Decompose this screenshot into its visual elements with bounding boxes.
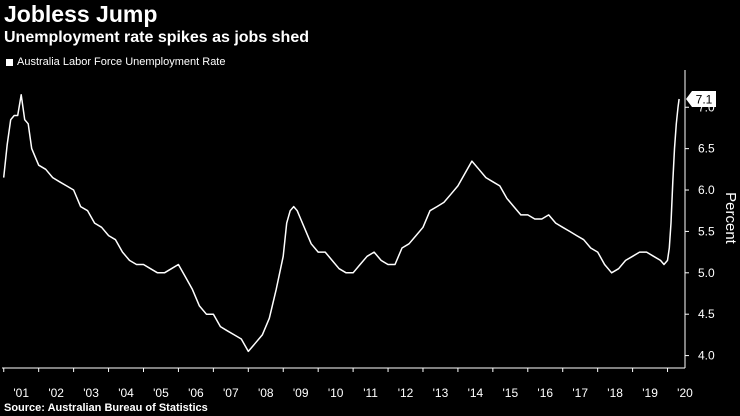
x-tick-label: '12 (398, 386, 414, 400)
x-tick-label: '07 (223, 386, 239, 400)
x-tick-label: '04 (118, 386, 134, 400)
y-tick-label: 5.5 (698, 224, 715, 238)
x-tick-label: '02 (48, 386, 64, 400)
last-value-badge (686, 90, 716, 107)
x-tick-label: '19 (642, 386, 658, 400)
x-tick-label: '13 (433, 386, 449, 400)
y-axis-title: Percent (722, 192, 739, 245)
x-tick-label: '01 (13, 386, 29, 400)
x-tick-label: '16 (537, 386, 553, 400)
y-tick-label: 5.0 (698, 266, 715, 280)
x-tick-label: '09 (293, 386, 309, 400)
y-tick-label: 6.0 (698, 183, 715, 197)
last-value-label: 7.1 (696, 92, 713, 106)
legend: Australia Labor Force Unemployment Rate (6, 56, 225, 68)
y-tick-label: 4.0 (698, 349, 715, 363)
x-tick-label: '06 (188, 386, 204, 400)
x-tick-label: '05 (153, 386, 169, 400)
x-tick-label: '14 (468, 386, 484, 400)
chart-title: Jobless Jump (4, 1, 158, 27)
x-tick-label: '10 (328, 386, 344, 400)
chart-subtitle: Unemployment rate spikes as jobs shed (4, 29, 309, 46)
source-note: Source: Australian Bureau of Statistics (4, 402, 208, 414)
x-tick-label: '11 (363, 386, 378, 400)
x-tick-label: '15 (502, 386, 518, 400)
legend-label: Australia Labor Force Unemployment Rate (17, 56, 226, 68)
x-tick-label: '08 (258, 386, 274, 400)
x-tick-label: '18 (607, 386, 623, 400)
x-tick-label: '17 (572, 386, 588, 400)
y-tick-label: 4.5 (698, 307, 715, 321)
x-tick-label: '03 (83, 386, 99, 400)
y-tick-label: 6.5 (698, 142, 715, 156)
unemployment-rate-line (2, 94, 680, 353)
legend-swatch (6, 58, 13, 66)
x-tick-label: '20 (677, 386, 693, 400)
